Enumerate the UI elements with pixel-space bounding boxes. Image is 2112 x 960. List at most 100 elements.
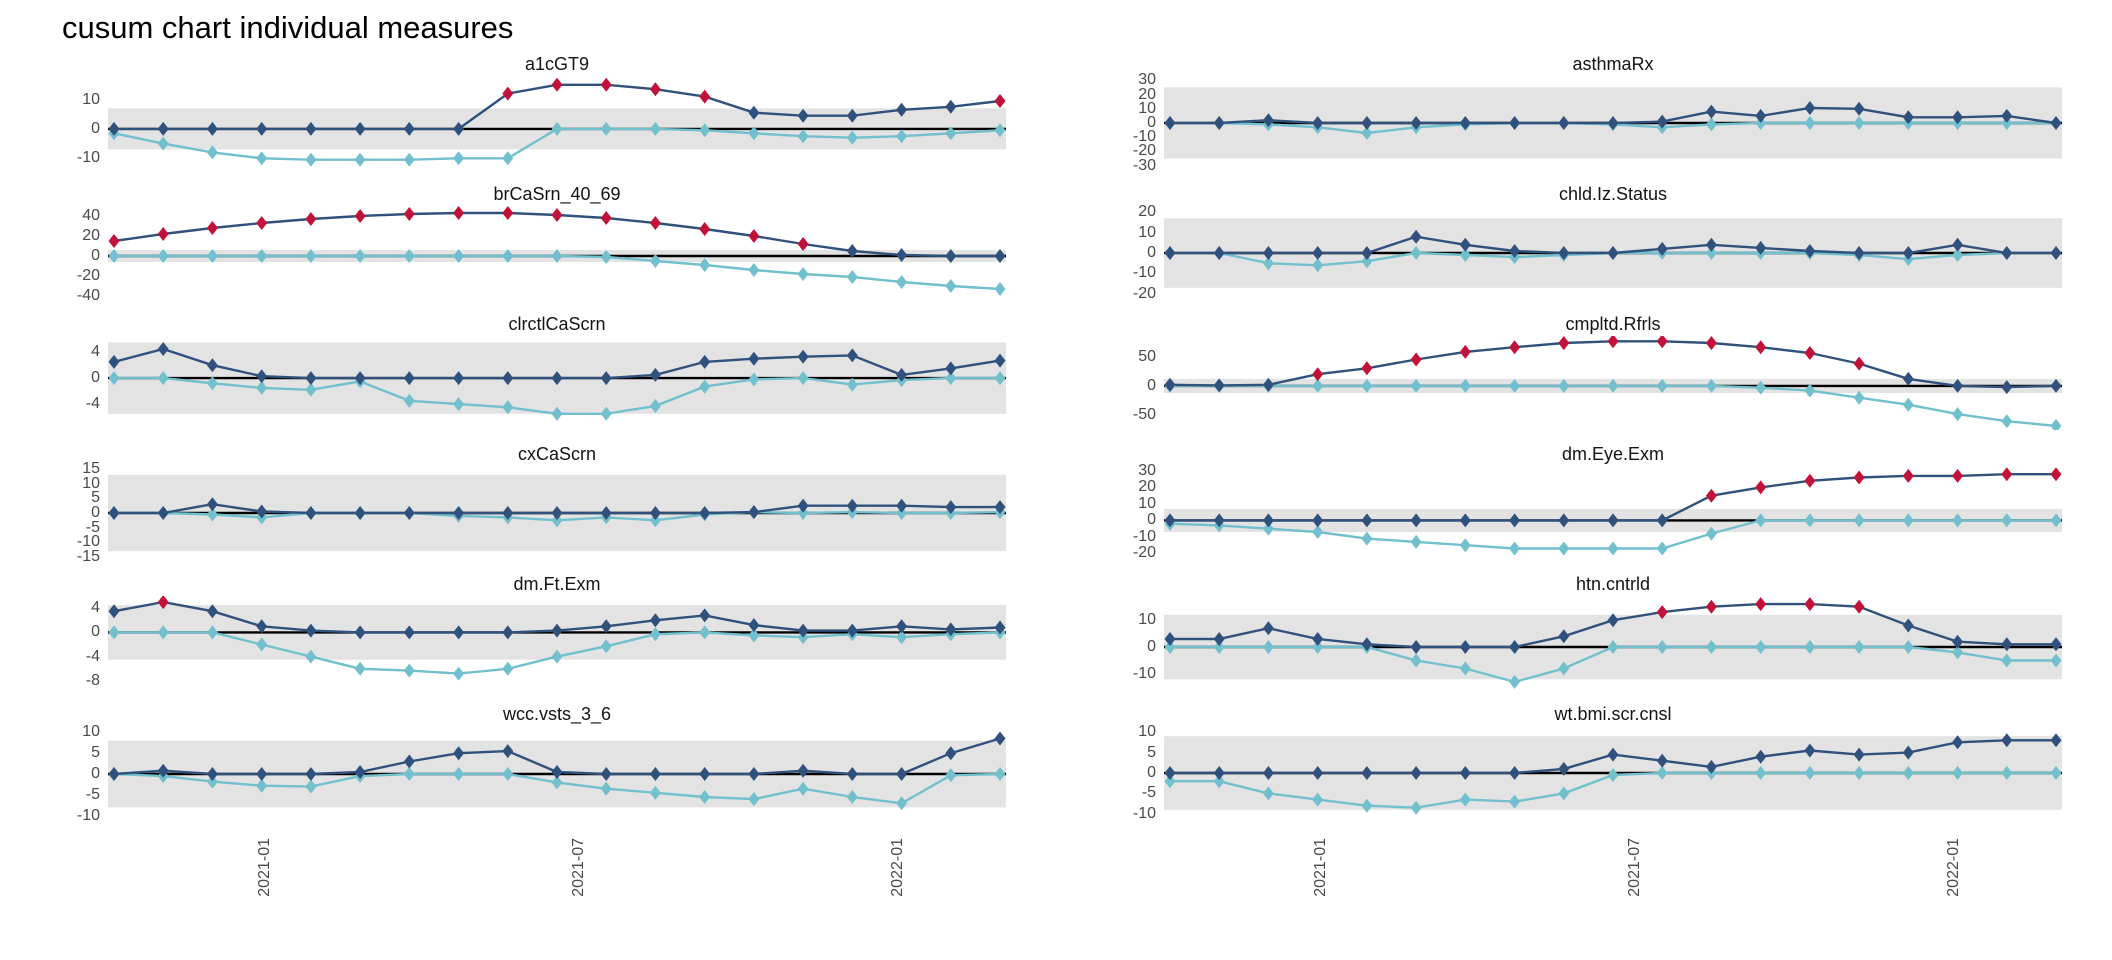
data-point <box>305 382 317 397</box>
data-point <box>1213 513 1225 528</box>
data-point <box>2001 380 2013 395</box>
data-point <box>206 604 218 619</box>
y-tick-label: -10 <box>1132 527 1156 545</box>
right-column: asthmaRx 30 20 10 0 -10 -20 -30 chld.Iz.Status 20… <box>1056 52 2112 944</box>
data-point <box>994 500 1006 515</box>
data-point-signal <box>1656 605 1668 620</box>
data-point <box>896 767 908 781</box>
data-point <box>994 353 1006 368</box>
data-point <box>2050 653 2062 668</box>
left-column: a1cGT9 10 0 -10 brCaSrn_40_69 40 20 0 -20 -40 clrc… <box>0 52 1056 944</box>
data-point <box>1213 632 1225 646</box>
data-point <box>1459 378 1471 393</box>
y-tick-label: 0 <box>1147 376 1156 394</box>
data-point <box>305 371 317 386</box>
data-point <box>896 506 908 520</box>
plot-area <box>108 206 1006 296</box>
y-tick-label: 10 <box>1138 611 1156 629</box>
panel-dm.Eye.Exm: dm.Eye.Exm 30 20 10 0 -10 -20 <box>1086 442 2062 561</box>
data-point <box>945 768 957 783</box>
data-point <box>2001 653 2013 668</box>
data-point <box>453 506 465 520</box>
data-point-signal <box>1952 468 1964 483</box>
data-point <box>846 790 858 804</box>
data-point <box>502 744 514 759</box>
data-point <box>1262 621 1274 636</box>
data-point <box>2050 637 2062 652</box>
data-point <box>1952 110 1964 125</box>
data-point <box>649 506 661 520</box>
y-tick-label: 30 <box>1138 461 1156 479</box>
data-point <box>1312 116 1324 130</box>
data-point <box>1459 248 1471 262</box>
data-point <box>1361 126 1373 140</box>
data-point-signal <box>1755 480 1767 495</box>
data-point-signal <box>256 216 268 230</box>
data-point <box>797 267 809 281</box>
data-point <box>551 765 563 779</box>
data-point-signal <box>1853 599 1865 614</box>
data-point-signal <box>403 207 415 221</box>
data-point <box>748 628 760 643</box>
data-point <box>157 342 169 356</box>
data-point <box>502 400 514 415</box>
data-point <box>699 608 711 623</box>
data-point <box>1902 110 1914 125</box>
data-point <box>1164 377 1176 392</box>
data-point-signal <box>1656 336 1668 349</box>
y-tick-label: 0 <box>91 369 100 387</box>
data-point <box>1607 378 1619 393</box>
data-point <box>2050 766 2062 780</box>
data-point <box>649 399 661 413</box>
y-tick-label: -5 <box>1141 784 1156 802</box>
data-point <box>1262 256 1274 271</box>
data-point <box>403 152 415 167</box>
data-point <box>256 369 268 384</box>
y-tick-label: 5 <box>91 489 100 507</box>
data-point <box>1755 108 1767 123</box>
data-point <box>1213 378 1225 393</box>
y-tick-label: -10 <box>76 149 100 167</box>
y-tick-label: 0 <box>1147 638 1156 656</box>
data-point <box>108 371 120 386</box>
data-point <box>994 249 1006 263</box>
y-axis: 20 10 0 -10 -20 <box>1086 203 1164 302</box>
data-point-signal <box>1705 488 1717 503</box>
data-point <box>994 282 1006 296</box>
data-point <box>157 121 169 136</box>
data-point <box>354 625 366 640</box>
data-point <box>1410 513 1422 528</box>
y-axis: 10 0 -10 <box>1086 596 1164 690</box>
data-point <box>1804 116 1816 130</box>
data-point <box>1607 747 1619 762</box>
y-axis: 10 5 0 -5 -10 <box>30 723 108 824</box>
data-point-signal <box>1853 470 1865 485</box>
data-point <box>453 397 465 412</box>
panel-brCaSrn_40_69: brCaSrn_40_69 40 20 0 -20 -40 <box>30 182 1006 304</box>
data-point <box>846 270 858 284</box>
data-point <box>453 249 465 263</box>
data-point <box>699 379 711 394</box>
panel-a1cGT9: a1cGT9 10 0 -10 <box>30 52 1006 170</box>
data-point <box>1361 246 1373 260</box>
data-point <box>305 649 317 664</box>
data-point <box>1213 640 1225 654</box>
data-point <box>206 774 218 789</box>
data-point <box>748 372 760 387</box>
data-point-signal <box>649 82 661 97</box>
data-point-signal <box>649 216 661 230</box>
data-point <box>2001 414 2013 429</box>
data-point <box>896 796 908 811</box>
data-point-signal <box>797 237 809 251</box>
data-point <box>1804 383 1816 398</box>
data-point <box>1459 237 1471 252</box>
data-point <box>748 105 760 120</box>
data-point <box>403 121 415 136</box>
y-axis: 10 0 -10 <box>30 76 108 170</box>
x-axis: 2021-01 2021-07 2022-01 <box>108 832 1006 944</box>
data-point <box>1656 541 1668 556</box>
data-point <box>699 354 711 369</box>
data-point <box>157 506 169 520</box>
data-point <box>1312 258 1324 273</box>
data-point <box>699 123 711 138</box>
